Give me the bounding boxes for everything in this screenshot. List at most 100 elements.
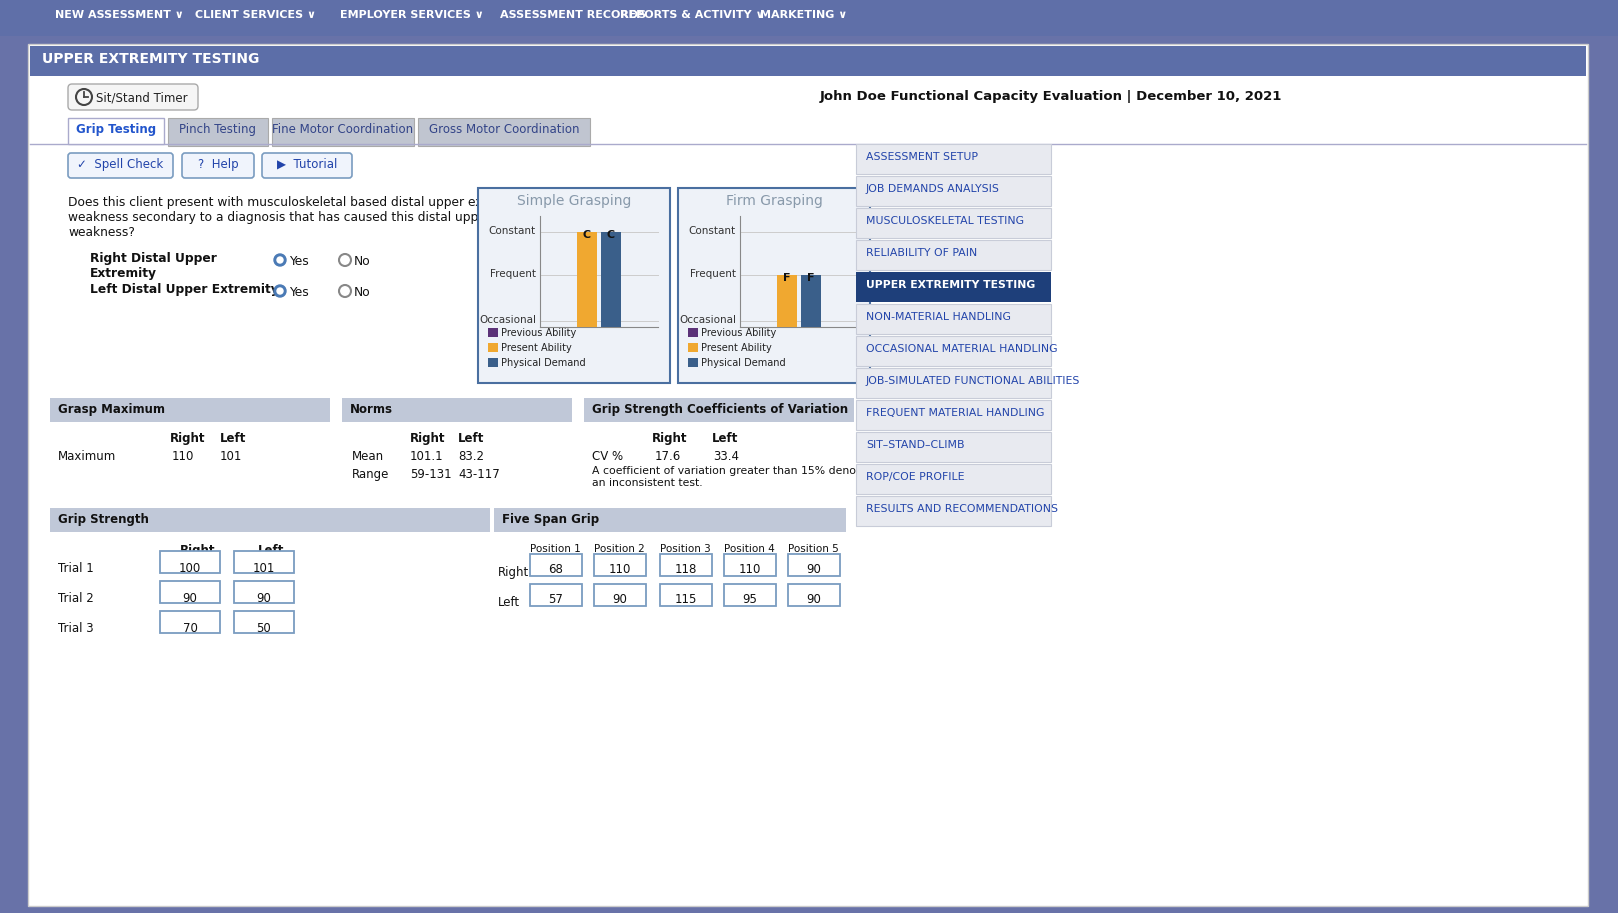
Text: Present Ability: Present Ability xyxy=(701,343,772,353)
Text: Simple Grasping: Simple Grasping xyxy=(516,194,631,208)
Text: 90: 90 xyxy=(183,592,197,605)
FancyBboxPatch shape xyxy=(181,153,254,178)
Text: 43-117: 43-117 xyxy=(458,468,500,481)
Text: 110: 110 xyxy=(739,563,760,576)
Text: REPORTS & ACTIVITY ∨: REPORTS & ACTIVITY ∨ xyxy=(620,10,764,20)
Text: Left: Left xyxy=(498,596,519,609)
Bar xyxy=(489,358,498,367)
Text: Position 5: Position 5 xyxy=(788,544,838,554)
Text: Left: Left xyxy=(712,432,738,445)
Bar xyxy=(777,275,798,327)
Bar xyxy=(688,358,697,367)
Bar xyxy=(856,176,1052,206)
Text: Sit/Stand Timer: Sit/Stand Timer xyxy=(95,91,188,104)
Bar xyxy=(856,304,1052,334)
Text: Grip Testing: Grip Testing xyxy=(76,123,155,136)
Bar xyxy=(594,554,646,576)
Bar xyxy=(477,188,670,383)
Bar xyxy=(341,398,573,422)
Text: RESULTS AND RECOMMENDATIONS: RESULTS AND RECOMMENDATIONS xyxy=(866,504,1058,514)
Text: Trial 3: Trial 3 xyxy=(58,622,94,635)
Text: Present Ability: Present Ability xyxy=(502,343,571,353)
Text: ▶  Tutorial: ▶ Tutorial xyxy=(277,158,337,171)
Text: 90: 90 xyxy=(806,563,822,576)
Text: ASSESSMENT SETUP: ASSESSMENT SETUP xyxy=(866,152,977,162)
Text: Fine Motor Coordination: Fine Motor Coordination xyxy=(272,123,414,136)
Bar xyxy=(856,208,1052,238)
Text: Left: Left xyxy=(257,544,285,557)
Circle shape xyxy=(273,285,286,297)
Text: Maximum: Maximum xyxy=(58,450,116,463)
Text: Grip Strength: Grip Strength xyxy=(58,513,149,526)
Text: JOB-SIMULATED FUNCTIONAL ABILITIES: JOB-SIMULATED FUNCTIONAL ABILITIES xyxy=(866,376,1081,386)
Text: A coefficient of variation greater than 15% denotes
an inconsistent test.: A coefficient of variation greater than … xyxy=(592,466,872,488)
Text: Position 2: Position 2 xyxy=(594,544,644,554)
Text: 100: 100 xyxy=(180,562,201,575)
Text: Constant: Constant xyxy=(689,226,736,236)
Text: Mean: Mean xyxy=(353,450,383,463)
Bar xyxy=(660,554,712,576)
Circle shape xyxy=(277,257,283,263)
Bar xyxy=(688,343,697,352)
Bar xyxy=(856,496,1052,526)
Text: Does this client present with musculoskeletal based distal upper extremity
weakn: Does this client present with musculoske… xyxy=(68,196,553,239)
Text: 110: 110 xyxy=(172,450,194,463)
Text: FREQUENT MATERIAL HANDLING: FREQUENT MATERIAL HANDLING xyxy=(866,408,1044,418)
Text: C: C xyxy=(607,230,615,240)
Text: 90: 90 xyxy=(257,592,272,605)
Bar xyxy=(856,400,1052,430)
Bar xyxy=(600,232,621,327)
Bar xyxy=(584,398,854,422)
Text: ROP/COE PROFILE: ROP/COE PROFILE xyxy=(866,472,964,482)
Text: Left: Left xyxy=(458,432,484,445)
Bar xyxy=(688,328,697,337)
Bar xyxy=(856,240,1052,270)
Text: 118: 118 xyxy=(675,563,697,576)
Text: 101.1: 101.1 xyxy=(409,450,443,463)
Bar xyxy=(168,118,269,146)
Text: OCCASIONAL MATERIAL HANDLING: OCCASIONAL MATERIAL HANDLING xyxy=(866,344,1058,354)
Text: 57: 57 xyxy=(549,593,563,606)
Text: 33.4: 33.4 xyxy=(714,450,739,463)
Text: Firm Grasping: Firm Grasping xyxy=(725,194,822,208)
Text: UPPER EXTREMITY TESTING: UPPER EXTREMITY TESTING xyxy=(866,280,1036,290)
Text: NON-MATERIAL HANDLING: NON-MATERIAL HANDLING xyxy=(866,312,1011,322)
Bar xyxy=(0,0,1618,36)
Bar xyxy=(272,118,414,146)
Text: 59-131: 59-131 xyxy=(409,468,451,481)
Bar xyxy=(160,611,220,633)
Text: 17.6: 17.6 xyxy=(655,450,681,463)
Text: C: C xyxy=(582,230,591,240)
Text: 110: 110 xyxy=(608,563,631,576)
Text: Trial 1: Trial 1 xyxy=(58,562,94,575)
Bar xyxy=(678,188,870,383)
Bar xyxy=(660,584,712,606)
Text: EMPLOYER SERVICES ∨: EMPLOYER SERVICES ∨ xyxy=(340,10,484,20)
Text: Range: Range xyxy=(353,468,390,481)
Text: Constant: Constant xyxy=(489,226,536,236)
Text: NEW ASSESSMENT ∨: NEW ASSESSMENT ∨ xyxy=(55,10,184,20)
Text: 83.2: 83.2 xyxy=(458,450,484,463)
Text: Right: Right xyxy=(170,432,205,445)
Text: ASSESSMENT RECORDS: ASSESSMENT RECORDS xyxy=(500,10,646,20)
Text: Gross Motor Coordination: Gross Motor Coordination xyxy=(429,123,579,136)
Text: No: No xyxy=(354,255,371,268)
Bar xyxy=(235,551,294,573)
Text: Left: Left xyxy=(220,432,246,445)
Text: MARKETING ∨: MARKETING ∨ xyxy=(760,10,848,20)
Bar xyxy=(856,368,1052,398)
Text: 70: 70 xyxy=(183,622,197,635)
Bar xyxy=(856,272,1052,302)
Text: Yes: Yes xyxy=(290,255,309,268)
Text: 101: 101 xyxy=(220,450,243,463)
Text: Grip Strength Coefficients of Variation: Grip Strength Coefficients of Variation xyxy=(592,403,848,416)
Text: UPPER EXTREMITY TESTING: UPPER EXTREMITY TESTING xyxy=(42,52,259,66)
Text: Occasional: Occasional xyxy=(680,315,736,325)
Text: 90: 90 xyxy=(613,593,628,606)
Bar xyxy=(235,611,294,633)
Bar xyxy=(856,432,1052,462)
Bar xyxy=(235,581,294,603)
Bar xyxy=(594,584,646,606)
Circle shape xyxy=(273,254,286,266)
Bar xyxy=(68,118,163,144)
